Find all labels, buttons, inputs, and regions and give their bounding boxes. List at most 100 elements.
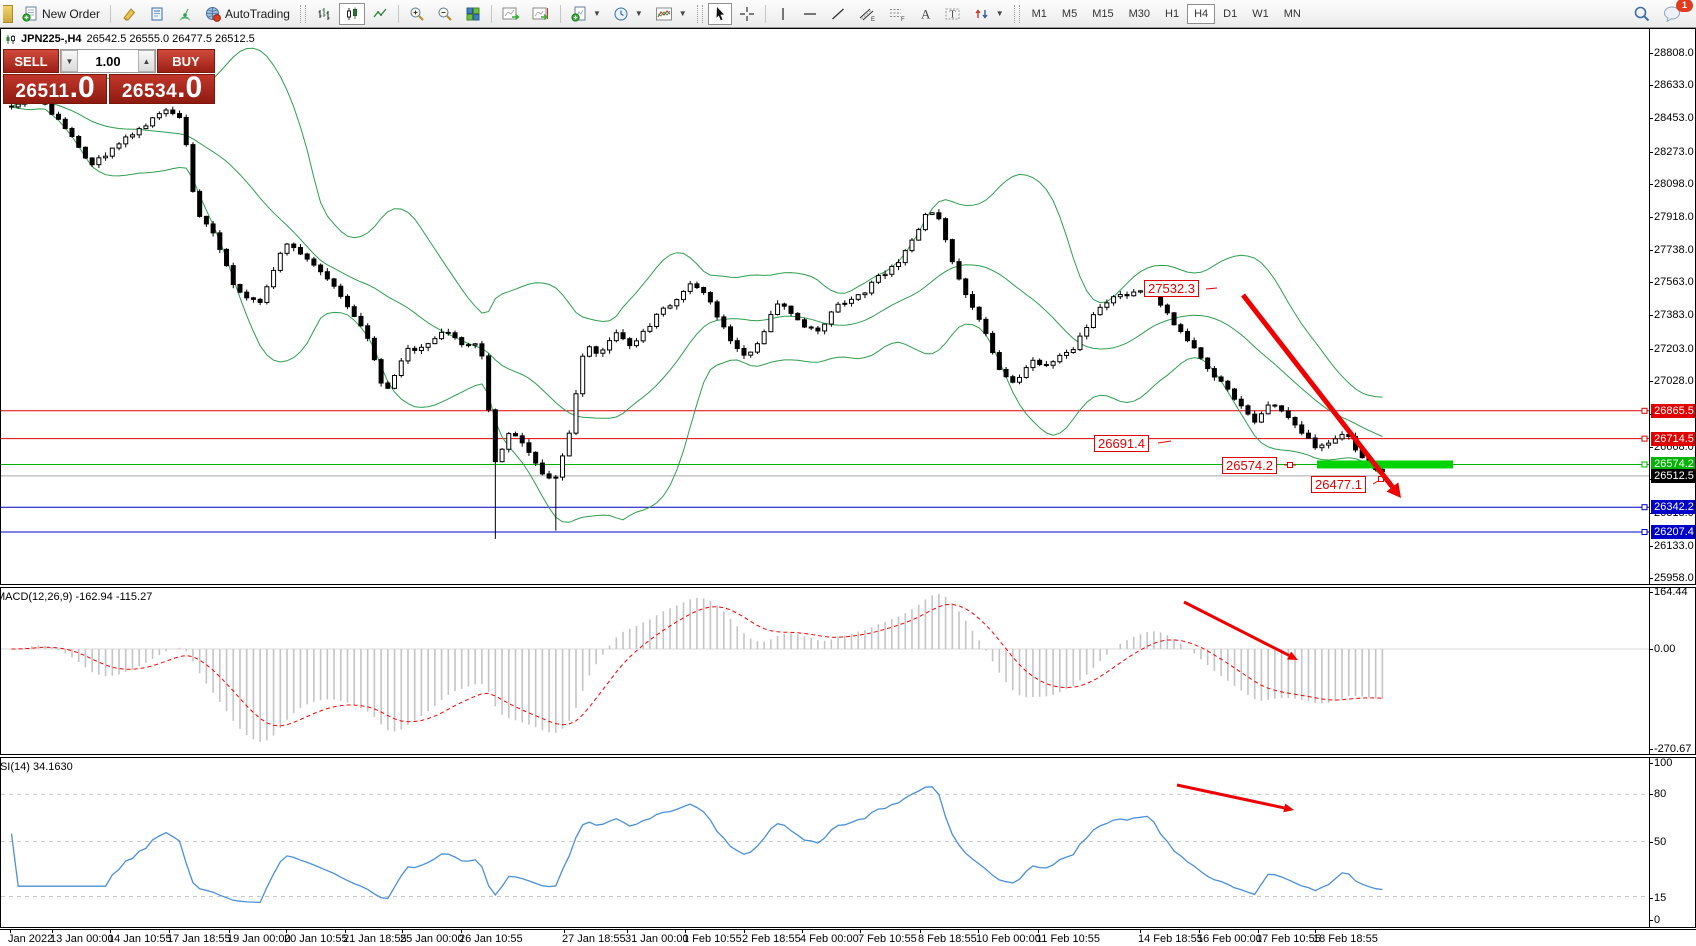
zoom-out-button[interactable] <box>432 3 458 25</box>
sell-price[interactable]: 26511.0 <box>3 73 107 104</box>
price-level-box[interactable]: 26714.5 <box>1651 431 1695 446</box>
time-label: 18 Feb 18:55 <box>1313 933 1378 945</box>
timeframe-M15[interactable]: M15 <box>1085 4 1120 24</box>
price-annotation[interactable]: 26477.1 <box>1311 476 1366 493</box>
trend-arrow[interactable] <box>1287 651 1298 660</box>
time-tick-mark <box>860 930 861 933</box>
new-order-label: New Order <box>42 6 101 21</box>
timeframe-D1[interactable]: D1 <box>1216 4 1244 24</box>
time-tick-mark <box>744 930 745 933</box>
price-annotation[interactable]: 26691.4 <box>1094 435 1149 452</box>
new-chart-button[interactable]: ▼ <box>566 3 606 25</box>
time-tick-mark <box>627 930 628 933</box>
trendline-button[interactable] <box>825 3 851 25</box>
chart-ohlc-line: JPN225-,H4 26542.5 26555.0 26477.5 26512… <box>5 33 255 45</box>
vertical-line-button[interactable] <box>771 3 795 25</box>
macd-axis-border <box>1649 588 1650 754</box>
clipped-toolbox-icon <box>3 4 13 23</box>
time-label: 13 Jan 00:00 <box>50 933 114 945</box>
new-order-button[interactable]: New Order <box>17 3 105 25</box>
chat-button[interactable]: 1 <box>1658 0 1693 25</box>
indicators-button[interactable]: ▼ <box>650 3 692 25</box>
price-level-box[interactable]: 26865.5 <box>1651 403 1695 418</box>
sell-label: SELL <box>14 53 48 69</box>
reports-button[interactable] <box>144 3 170 25</box>
timeframe-H1[interactable]: H1 <box>1158 4 1186 24</box>
text-button[interactable]: A <box>913 3 937 25</box>
price-tick: 27203.0 <box>1654 342 1694 355</box>
line-chart-button[interactable] <box>367 3 393 25</box>
price-level-box[interactable]: 26342.2 <box>1651 500 1695 515</box>
buy-price[interactable]: 26534.0 <box>109 73 215 104</box>
bollinger-lo <box>11 106 1383 523</box>
rsi-tick: 80 <box>1654 788 1667 800</box>
volume-increase-button[interactable]: ▲ <box>138 50 155 72</box>
horizontal-line-button[interactable] <box>797 3 823 25</box>
timeframe-M30[interactable]: M30 <box>1122 4 1157 24</box>
timeframe-W1[interactable]: W1 <box>1245 4 1276 24</box>
rsi-tick: 15 <box>1654 892 1667 904</box>
price-level-box[interactable]: 26207.4 <box>1651 525 1695 540</box>
price-tick: 26133.0 <box>1654 539 1694 552</box>
time-label: 17 Jan 18:55 <box>167 933 231 945</box>
time-label: 20 Jan 10:55 <box>284 933 348 945</box>
price-level-box[interactable]: 26512.5 <box>1651 468 1695 483</box>
time-axis[interactable]: Jan 2022 13 Jan 00:00 14 Jan 10:55 17 Jan 1… <box>0 929 1696 946</box>
time-label: 8 Feb 18:55 <box>918 933 977 945</box>
text-label-button[interactable]: T <box>939 3 967 25</box>
separator-grip <box>696 4 703 23</box>
auto-scroll-button[interactable] <box>497 3 525 25</box>
tile-windows-button[interactable] <box>460 3 486 25</box>
price-tick: 27028.0 <box>1654 374 1694 387</box>
volume-input[interactable]: 1.00 <box>95 53 121 69</box>
fibonacci-button[interactable]: F <box>883 3 911 25</box>
volume-decrease-button[interactable]: ▼ <box>61 50 78 72</box>
buy-button[interactable]: BUY <box>157 49 215 73</box>
price-tick-mark <box>1649 151 1653 153</box>
price-tick: 27918.0 <box>1654 210 1694 223</box>
trend-arrow[interactable] <box>1283 803 1294 813</box>
price-tick-mark <box>1649 315 1653 317</box>
crosshair-button[interactable] <box>734 3 760 25</box>
time-label: 25 Jan 00:00 <box>400 933 464 945</box>
bollinger-mid <box>11 100 1383 437</box>
volume-spinner: ▼ 1.00 ▲ <box>60 49 156 73</box>
chart-shift-button[interactable] <box>527 3 555 25</box>
price-level-box[interactable]: 26574.2 <box>1651 457 1695 472</box>
price-tick: 25958.0 <box>1654 571 1694 584</box>
bar-chart-button[interactable] <box>311 3 337 25</box>
time-label: 19 Jan 00:00 <box>227 933 291 945</box>
arrows-icon <box>975 8 988 19</box>
price-annotation[interactable]: 26574.2 <box>1222 457 1277 474</box>
time-label: 31 Jan 00:00 <box>625 933 689 945</box>
dropdown-caret: ▼ <box>592 9 601 18</box>
rsi-tick: 100 <box>1654 757 1673 769</box>
trend-arrow[interactable] <box>1386 482 1401 498</box>
price-annotation[interactable]: 27532.3 <box>1144 280 1199 297</box>
zoom-in-button[interactable] <box>404 3 430 25</box>
sell-button[interactable]: SELL <box>3 49 59 73</box>
rsi-line <box>10 786 1383 904</box>
search-button[interactable] <box>1628 3 1656 25</box>
support-zone-bar <box>1317 460 1453 469</box>
candlestick-chart-button[interactable] <box>338 2 365 25</box>
signals-button[interactable] <box>172 3 198 25</box>
cursor-button[interactable] <box>707 2 732 25</box>
arrows-button[interactable]: ▼ <box>969 3 1009 25</box>
timeframe-M1[interactable]: M1 <box>1025 4 1054 24</box>
sell-price-main: 26511 <box>15 81 70 102</box>
timeframe-M5[interactable]: M5 <box>1055 4 1084 24</box>
price-tick-mark <box>1649 216 1653 218</box>
macd-canvas <box>1 594 1649 742</box>
styler-button[interactable] <box>116 3 142 25</box>
rsi-tick-mark <box>1649 920 1653 921</box>
autotrading-button[interactable]: AutoTrading <box>200 3 295 25</box>
channel-button[interactable]: E <box>853 3 881 25</box>
rsi-label: RSI(14) 34.1630 <box>0 761 73 773</box>
time-tick-mark <box>169 930 170 933</box>
timeframe-MN[interactable]: MN <box>1277 4 1308 24</box>
price-tick-mark <box>1649 85 1653 87</box>
notification-badge: 1 <box>1676 0 1693 12</box>
profiles-button[interactable]: ▼ <box>608 3 648 25</box>
timeframe-H4[interactable]: H4 <box>1187 3 1216 24</box>
